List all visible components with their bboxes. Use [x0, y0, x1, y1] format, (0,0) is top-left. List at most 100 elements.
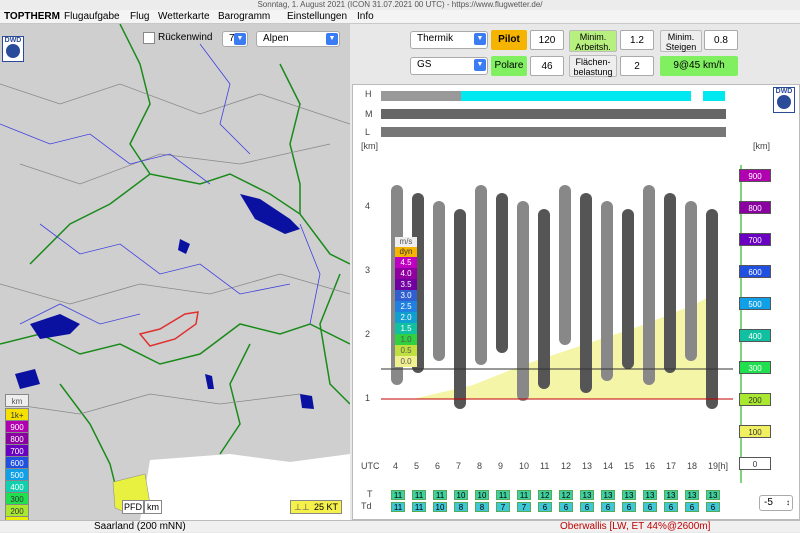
dwd-swirl-icon: [6, 44, 20, 58]
altitude-scale-item: 200: [739, 393, 771, 406]
thermal-column: [643, 185, 655, 385]
thermal-column: [475, 185, 487, 365]
temperature-cell: 11: [412, 490, 426, 500]
hour-label: 10: [519, 461, 530, 471]
climb-legend-item: 2.0: [395, 312, 417, 323]
chevron-updown-icon: ↕: [786, 498, 790, 507]
polare-field[interactable]: 46: [530, 56, 564, 76]
cloud-row-l: L: [365, 127, 371, 137]
rueckenwind-checkbox[interactable]: [143, 32, 155, 44]
hour-label: 13: [582, 461, 593, 471]
temperature-cell: 12: [538, 490, 552, 500]
offset-select[interactable]: -5 ↕: [759, 495, 793, 511]
dewpoint-cell: 8: [475, 502, 489, 512]
altitude-scale-item: 600: [739, 265, 771, 278]
chevron-down-icon: ▼: [474, 33, 486, 45]
chevron-down-icon: ▼: [326, 33, 338, 45]
menu-toptherm[interactable]: TOPTHERM: [4, 11, 60, 22]
dewpoint-cell: 7: [517, 502, 531, 512]
altitude-scale-item: 500: [739, 297, 771, 310]
flaechen-field[interactable]: 2: [620, 56, 654, 76]
climb-legend-item: 3.5: [395, 279, 417, 290]
temperature-cell: 11: [433, 490, 447, 500]
cloud-row-m: M: [365, 109, 373, 119]
menu-flug[interactable]: Flug: [130, 11, 150, 22]
map-canvas[interactable]: [0, 24, 350, 520]
map-panel[interactable]: DWD Rückenwind 7 ▼ Alpen ▼ km 1k+ 900 800 7…: [0, 24, 350, 520]
rueckenwind-select[interactable]: 7 ▼: [222, 31, 248, 47]
map-legend-unit: km: [5, 394, 29, 407]
y-tick-2: 2: [365, 329, 371, 339]
wind-barb-icon: ⊥⊥: [294, 502, 310, 512]
thermal-column: [559, 185, 571, 345]
polare-label: Polare: [491, 56, 527, 76]
thermik-select[interactable]: Thermik ▼: [410, 31, 488, 49]
temperature-cell: 12: [559, 490, 573, 500]
hour-label: 19[h]: [708, 461, 729, 471]
climb-legend-dyn: dyn: [395, 247, 417, 257]
dewpoint-cell: 6: [706, 502, 720, 512]
cloud-bar-high: [381, 91, 461, 101]
cloud-row-h: H: [365, 89, 372, 99]
map-legend-item: 300: [5, 492, 29, 505]
km-button[interactable]: km: [144, 500, 162, 514]
temperature-cell: 13: [664, 490, 678, 500]
min-arbeit-field[interactable]: 1.2: [620, 30, 654, 50]
menu-einstellungen[interactable]: Einstellungen: [287, 11, 348, 22]
hour-label: 8: [477, 461, 483, 471]
altitude-scale-item: 0: [739, 457, 771, 470]
min-steigen-field[interactable]: 0.8: [704, 30, 738, 50]
wind-scale-badge: ⊥⊥ 25 KT: [290, 500, 342, 514]
cloud-bar-mid: [381, 109, 726, 119]
temperature-cell: 13: [622, 490, 636, 500]
dewpoint-cell: 11: [412, 502, 426, 512]
climb-legend-item: 0.0: [395, 356, 417, 367]
hour-label: 18: [687, 461, 698, 471]
dewpoint-cell: 6: [580, 502, 594, 512]
y-tick-1: 1: [365, 393, 371, 403]
thermal-column: [580, 193, 592, 393]
menu-barogramm[interactable]: Barogramm: [218, 11, 271, 22]
min-arbeit-label: Minim. Arbeitsh.: [569, 30, 617, 52]
y-unit-right: [km]: [753, 141, 770, 151]
dewpoint-cell: 6: [685, 502, 699, 512]
climb-legend-item: 4.5: [395, 257, 417, 268]
cloud-bar-high: [461, 91, 691, 101]
region-select[interactable]: Alpen ▼: [256, 31, 340, 47]
y-tick-4: 4: [365, 201, 371, 211]
climb-legend-item: 1.0: [395, 334, 417, 345]
hour-label: 15: [624, 461, 635, 471]
status-left: Saarland (200 mNN): [94, 521, 186, 532]
pilot-field[interactable]: 120: [530, 30, 564, 50]
hour-label: 5: [414, 461, 420, 471]
menu-flugaufgabe[interactable]: Flugaufgabe: [64, 11, 120, 22]
dewpoint-cell: 8: [454, 502, 468, 512]
forecast-chart[interactable]: [353, 85, 799, 519]
dewpoint-cell: 7: [496, 502, 510, 512]
dwd-swirl-icon: [777, 95, 791, 109]
climb-legend-item: 2.5: [395, 301, 417, 312]
dewpoint-cell: 6: [601, 502, 615, 512]
status-right: Oberwallis [LW, ET 44%@2600m]: [560, 521, 711, 532]
chevron-down-icon: ▼: [234, 33, 246, 45]
t-row-label: T: [367, 489, 373, 499]
dewpoint-cell: 6: [664, 502, 678, 512]
hour-label: 9: [498, 461, 504, 471]
temperature-cell: 13: [601, 490, 615, 500]
menu-info[interactable]: Info: [357, 11, 374, 22]
climb-legend-item: 4.0: [395, 268, 417, 279]
hour-label: 16: [645, 461, 656, 471]
forecast-plot[interactable]: DWD H M L [km] 4 3 2 1 [km] UTC 4 5 6 7 8 9 10…: [352, 84, 800, 520]
hour-label: 12: [561, 461, 572, 471]
border-line: [29, 173, 350, 265]
cloud-bar-low: [381, 127, 726, 137]
pfd-button[interactable]: PFD: [122, 500, 144, 514]
selected-region-outline[interactable]: [138, 311, 199, 347]
hour-label: 11: [540, 461, 550, 471]
thermal-column: [517, 201, 529, 401]
gs-select[interactable]: GS ▼: [410, 57, 488, 75]
menu-wetterkarte[interactable]: Wetterkarte: [158, 11, 210, 22]
control-panel: Thermik ▼ Pilot 120 Minim. Arbeitsh. 1.2…: [352, 24, 800, 520]
temperature-cell: 11: [517, 490, 531, 500]
altitude-scale-item: 100: [739, 425, 771, 438]
